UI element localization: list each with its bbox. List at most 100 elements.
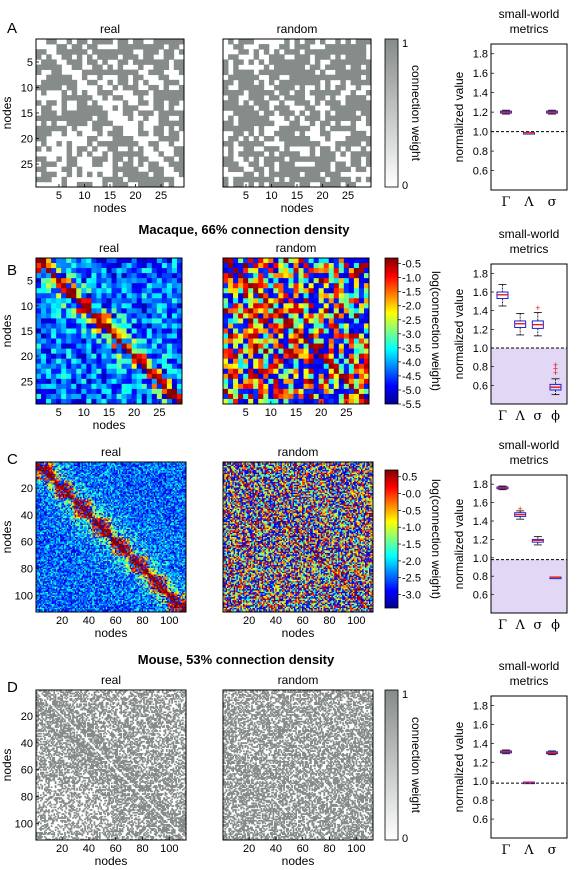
heatmap-cell: [238, 75, 243, 80]
heatmap-cell: [113, 105, 118, 110]
heatmap-cell: [315, 85, 320, 90]
heatmap-cell: [157, 303, 162, 308]
heatmap-cell: [67, 85, 72, 90]
heatmap-cell: [228, 39, 233, 44]
heatmap-cell: [76, 288, 81, 293]
heatmap-cell: [101, 263, 106, 268]
heatmap-cell: [97, 85, 102, 90]
heatmap-cell: [164, 80, 169, 85]
heatmap-cell: [228, 394, 233, 399]
heatmap-cell: [123, 167, 128, 172]
heatmap-cell: [46, 369, 51, 374]
heatmap-cell: [228, 167, 233, 172]
heatmap-cell: [118, 131, 123, 136]
heatmap-cell: [325, 90, 330, 95]
heatmap-cell: [339, 394, 344, 399]
heatmap-cell: [46, 379, 51, 384]
heatmap-cell: [284, 65, 289, 70]
heatmap-cell: [113, 151, 118, 156]
heatmap-cell: [76, 334, 81, 339]
heatmap-cell: [294, 126, 299, 131]
heatmap-cell: [127, 323, 132, 328]
heatmap-cell: [339, 268, 344, 273]
heatmap-cell: [238, 121, 243, 126]
heatmap-cell: [86, 288, 91, 293]
heatmap-cell: [345, 54, 350, 59]
heatmap-cell: [46, 268, 51, 273]
heatmap-cell: [359, 268, 364, 273]
heatmap-cell: [263, 349, 268, 354]
heatmap-cell: [223, 374, 228, 379]
heatmap-cell: [294, 151, 299, 156]
heatmap-cell: [72, 80, 77, 85]
heatmap-cell: [174, 151, 179, 156]
heatmap-cell: [344, 379, 349, 384]
heatmap-cell: [86, 354, 91, 359]
heatmap-cell: [137, 359, 142, 364]
heatmap-cell: [351, 95, 356, 100]
heatmap-cell: [174, 39, 179, 44]
heatmap-cell: [273, 349, 278, 354]
heatmap-cell: [329, 273, 334, 278]
heatmap-cell: [288, 364, 293, 369]
heatmap-cell: [339, 293, 344, 298]
heatmap-cell: [361, 136, 366, 141]
heatmap-cell: [238, 308, 243, 313]
heatmap-cell: [66, 283, 71, 288]
heatmap-cell: [258, 389, 263, 394]
heatmap-cell: [122, 293, 127, 298]
heatmap-cell: [279, 126, 284, 131]
heatmap-cell: [359, 369, 364, 374]
heatmap-cell: [133, 75, 138, 80]
heatmap-cell: [51, 334, 56, 339]
heatmap-cell: [329, 384, 334, 389]
heatmap-cell: [320, 121, 325, 126]
heatmap-cell: [133, 80, 138, 85]
heatmap-cell: [152, 258, 157, 263]
heatmap-cell: [133, 70, 138, 75]
heatmap-cell: [264, 65, 269, 70]
heatmap-cell: [243, 328, 248, 333]
heatmap-cell: [233, 298, 238, 303]
heatmap-cell: [72, 156, 77, 161]
heatmap-cell: [283, 384, 288, 389]
heatmap-cell: [258, 298, 263, 303]
heatmap-cell: [117, 263, 122, 268]
heatmap-cell: [293, 394, 298, 399]
heatmap-cell: [164, 65, 169, 70]
heatmap-cell: [243, 49, 248, 54]
heatmap-cell: [268, 339, 273, 344]
heatmap-cell: [41, 110, 46, 115]
heatmap-cell: [294, 116, 299, 121]
heatmap-cell: [309, 273, 314, 278]
heatmap-cell: [233, 59, 238, 64]
heatmap-cell: [243, 85, 248, 90]
heatmap-cell: [273, 273, 278, 278]
heatmap-cell: [143, 172, 148, 177]
heatmap-cell: [243, 303, 248, 308]
heatmap-cell: [158, 110, 163, 115]
heatmap-cell: [233, 288, 238, 293]
heatmap-cell: [274, 49, 279, 54]
heatmap-cell: [172, 263, 177, 268]
heatmap-cell: [354, 303, 359, 308]
heatmap-cell: [314, 389, 319, 394]
heatmap-cell: [278, 308, 283, 313]
heatmap-cell: [133, 44, 138, 49]
heatmap-cell: [101, 334, 106, 339]
heatmap-cell: [66, 339, 71, 344]
heatmap-cell: [310, 146, 315, 151]
heatmap-cell: [273, 339, 278, 344]
heatmap-cell: [51, 328, 56, 333]
heatmap-cell: [71, 273, 76, 278]
heatmap-cell: [359, 328, 364, 333]
heatmap-cell: [72, 161, 77, 166]
heatmap-cell: [66, 313, 71, 318]
heatmap-cell: [96, 323, 101, 328]
heatmap-cell: [148, 161, 153, 166]
heatmap-cell: [142, 339, 147, 344]
heatmap-cell: [228, 293, 233, 298]
category-label: Λ: [514, 409, 525, 424]
heatmap-cell: [351, 59, 356, 64]
heatmap-cell: [269, 121, 274, 126]
